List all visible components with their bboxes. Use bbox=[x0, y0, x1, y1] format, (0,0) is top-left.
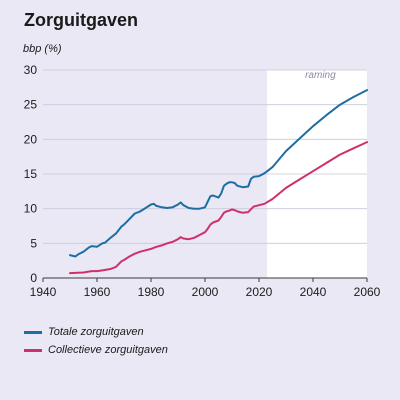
legend-label-totale: Totale zorguitgaven bbox=[48, 326, 144, 338]
chart-title: Zorguitgaven bbox=[24, 10, 139, 30]
y-tick-label-20: 20 bbox=[24, 132, 38, 146]
legend: Totale zorguitgaven Collectieve zorguitg… bbox=[24, 323, 168, 359]
y-axis-label: bbp (%) bbox=[23, 43, 62, 55]
y-tick-label-5: 5 bbox=[30, 236, 37, 250]
y-tick-label-15: 15 bbox=[24, 167, 38, 181]
legend-swatch-totale bbox=[24, 330, 42, 334]
y-tick-label-25: 25 bbox=[24, 98, 38, 112]
y-tick-label-0: 0 bbox=[30, 271, 37, 285]
series-line-0 bbox=[69, 89, 368, 258]
x-tick-label-1940: 1940 bbox=[30, 285, 57, 299]
legend-label-collectieve: Collectieve zorguitgaven bbox=[48, 344, 168, 356]
legend-swatch-collectieve bbox=[24, 348, 42, 352]
legend-item-totale: Totale zorguitgaven bbox=[24, 323, 168, 341]
y-tick-label-10: 10 bbox=[24, 202, 38, 216]
x-tick-label-2060: 2060 bbox=[354, 285, 381, 299]
x-tick-label-1960: 1960 bbox=[84, 285, 111, 299]
series-line-1 bbox=[69, 141, 368, 275]
x-tick-label-2000: 2000 bbox=[192, 285, 219, 299]
y-tick-label-30: 30 bbox=[24, 63, 38, 77]
x-tick-label-2020: 2020 bbox=[246, 285, 273, 299]
projection-label: raming bbox=[305, 70, 336, 81]
x-tick-label-2040: 2040 bbox=[300, 285, 327, 299]
legend-item-collectieve: Collectieve zorguitgaven bbox=[24, 341, 168, 359]
x-tick-label-1980: 1980 bbox=[138, 285, 165, 299]
